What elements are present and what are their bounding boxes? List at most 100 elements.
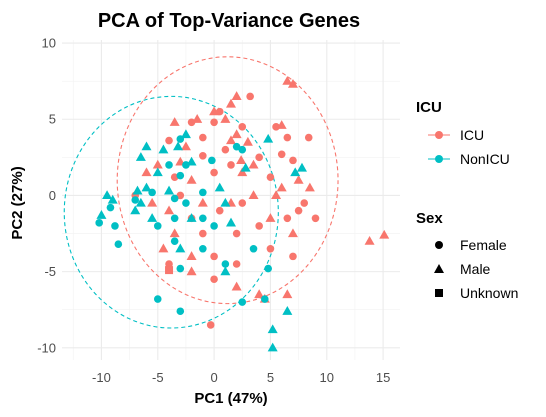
point-nonicu-female <box>153 222 162 230</box>
point-icu-female <box>232 260 241 268</box>
point-icu-male <box>265 213 276 222</box>
x-tick-label: 15 <box>376 370 390 385</box>
point-icu-male <box>287 78 298 88</box>
point-nonicu-female <box>114 240 123 248</box>
point-icu-female <box>266 173 275 181</box>
point-icu-male <box>282 75 293 85</box>
point-icu-male <box>158 243 169 253</box>
point-icu-male <box>220 114 231 123</box>
point-icu-male <box>271 190 282 200</box>
point-icu-male <box>169 228 180 238</box>
point-nonicu-female <box>106 203 115 212</box>
legend-dot-icu <box>435 131 443 139</box>
point-icu-female <box>206 321 215 329</box>
point-icu-male <box>379 229 390 239</box>
point-nonicu-male <box>180 129 191 139</box>
point-nonicu-male <box>267 324 278 334</box>
point-nonicu-male <box>240 162 251 172</box>
legend-shape-title: Sex <box>416 210 443 227</box>
point-icu-male <box>186 251 197 260</box>
legend-label-nonicu: NonICU <box>460 151 510 167</box>
point-icu-female <box>238 199 247 207</box>
point-icu-male <box>254 289 265 299</box>
point-icu-male <box>141 167 152 177</box>
point-nonicu-male <box>290 167 301 177</box>
legend-item-unknown: Unknown <box>435 285 518 301</box>
legend-shape-circle <box>435 241 443 249</box>
point-nonicu-male <box>141 182 152 192</box>
legend-label-male: Male <box>460 261 491 277</box>
point-icu-female <box>300 199 309 207</box>
point-nonicu-male <box>130 205 141 215</box>
point-nonicu-female <box>111 222 119 230</box>
point-icu-male <box>276 182 287 192</box>
point-nonicu-male <box>263 133 274 143</box>
point-nonicu-female <box>238 145 247 154</box>
point-nonicu-male <box>135 152 146 161</box>
point-icu-female <box>199 229 207 238</box>
point-icu-male <box>186 266 197 276</box>
legend-label-female: Female <box>460 237 507 253</box>
point-nonicu-male <box>152 167 163 177</box>
point-nonicu-female <box>148 188 156 197</box>
point-icu-female <box>221 145 230 154</box>
point-nonicu-male <box>296 162 307 172</box>
point-nonicu-female <box>261 295 269 303</box>
point-icu-female <box>289 156 297 165</box>
point-icu-female <box>277 150 286 159</box>
point-icu-male <box>186 174 197 184</box>
point-nonicu-female <box>199 244 207 253</box>
point-nonicu-male <box>220 197 231 207</box>
point-nonicu-male <box>158 144 169 154</box>
y-tick-label: -10 <box>37 340 56 355</box>
ellipse-icu <box>116 56 339 305</box>
legend-item-male: Male <box>434 261 491 277</box>
point-nonicu-female <box>131 196 140 204</box>
ellipse-nonicu <box>63 95 279 329</box>
point-icu-female <box>210 118 218 127</box>
legend-item-icu: ICU <box>428 127 484 143</box>
point-nonicu-female <box>170 237 179 245</box>
legend: ICU ICU NonICU Sex Female Male Unknown <box>416 99 518 301</box>
point-icu-female <box>210 275 218 284</box>
point-nonicu-female <box>232 142 241 151</box>
point-icu-male <box>192 114 203 123</box>
grid <box>62 40 400 360</box>
legend-color-title: ICU <box>416 99 442 116</box>
x-tick-label: -5 <box>152 370 164 385</box>
y-axis-title: PC2 (27%) <box>9 166 26 239</box>
point-nonicu-male <box>135 197 146 207</box>
point-nonicu-female <box>176 135 185 143</box>
point-icu-female <box>187 118 196 127</box>
point-icu-unknown <box>165 266 174 275</box>
point-nonicu-female <box>165 161 173 169</box>
x-tick-label: 10 <box>320 370 334 385</box>
point-nonicu-female <box>170 214 179 223</box>
point-nonicu-female <box>210 222 218 230</box>
point-icu-male <box>248 190 259 200</box>
point-icu-female <box>283 214 292 223</box>
confidence-ellipses <box>63 56 339 329</box>
point-nonicu-female <box>199 214 207 223</box>
point-nonicu-female <box>176 264 185 273</box>
point-nonicu-male <box>173 141 184 151</box>
legend-shape-triangle <box>434 264 444 273</box>
point-icu-female <box>215 107 224 116</box>
point-icu-male <box>364 235 375 245</box>
point-icu-male <box>180 141 191 151</box>
point-icu-male <box>237 167 248 177</box>
point-nonicu-female <box>249 244 258 253</box>
point-icu-male <box>152 159 163 169</box>
y-axis-ticks: -10 -5 0 5 10 <box>37 36 56 356</box>
point-nonicu-female <box>153 295 162 303</box>
point-nonicu-female <box>95 219 103 227</box>
point-nonicu-male <box>96 210 107 219</box>
legend-label-unknown: Unknown <box>460 285 518 301</box>
point-icu-female <box>294 206 303 215</box>
data-points <box>95 75 390 352</box>
y-tick-label: 0 <box>49 188 56 203</box>
point-icu-female <box>304 133 313 142</box>
point-icu-female <box>210 168 218 177</box>
point-icu-female <box>215 206 224 215</box>
point-icu-male <box>231 129 242 139</box>
